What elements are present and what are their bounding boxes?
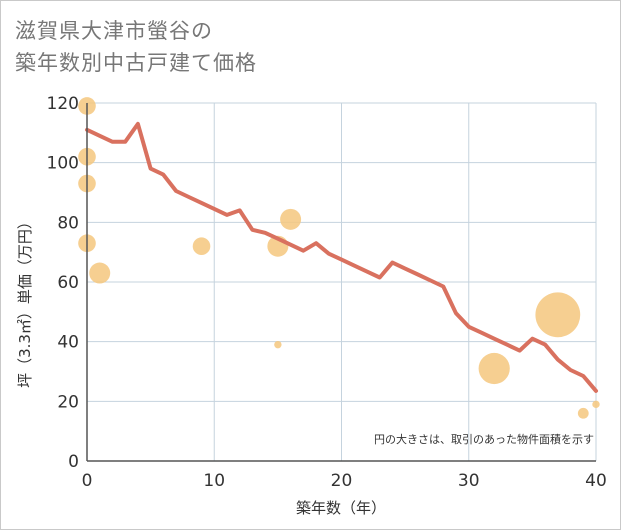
y-tick-label: 80	[57, 213, 79, 233]
bubble-point	[478, 352, 510, 385]
x-tick-label: 40	[585, 471, 607, 491]
bubble-point	[535, 292, 581, 338]
bubble-point	[192, 237, 211, 255]
y-tick-label: 0	[68, 452, 79, 472]
price-line-series	[85, 121, 598, 393]
y-tick-label: 60	[57, 273, 79, 293]
bubble-size-note: 円の大きさは、取引のあった物件面積を示す	[374, 432, 594, 446]
y-axis-label: 坪（3.3㎡）単価（万円）	[16, 214, 34, 388]
y-tick-label: 120	[47, 94, 79, 114]
price-line	[85, 121, 598, 393]
x-axis-label: 築年数（年）	[296, 499, 386, 517]
axes	[86, 103, 596, 462]
y-tick-label: 40	[57, 333, 79, 353]
tick-labels: 0 20 40 60 80 100 120 0 10 20 30 40	[47, 94, 607, 491]
x-tick-label: 20	[331, 471, 353, 491]
chart-title: 滋賀県大津市螢谷の 築年数別中古戸建て価格	[15, 15, 575, 79]
x-tick-label: 10	[203, 471, 225, 491]
x-tick-label: 0	[82, 471, 93, 491]
chart-title-line-1: 滋賀県大津市螢谷の	[15, 19, 213, 43]
y-tick-label: 100	[47, 154, 79, 174]
bubble-point	[89, 262, 111, 284]
bubble-point	[280, 208, 302, 230]
bubble-point	[577, 407, 589, 419]
x-tick-label: 30	[458, 471, 480, 491]
bubble-point	[274, 340, 282, 349]
chart-title-line-2: 築年数別中古戸建て価格	[15, 51, 257, 75]
y-tick-label: 20	[57, 392, 79, 412]
bubble-point	[592, 400, 600, 409]
